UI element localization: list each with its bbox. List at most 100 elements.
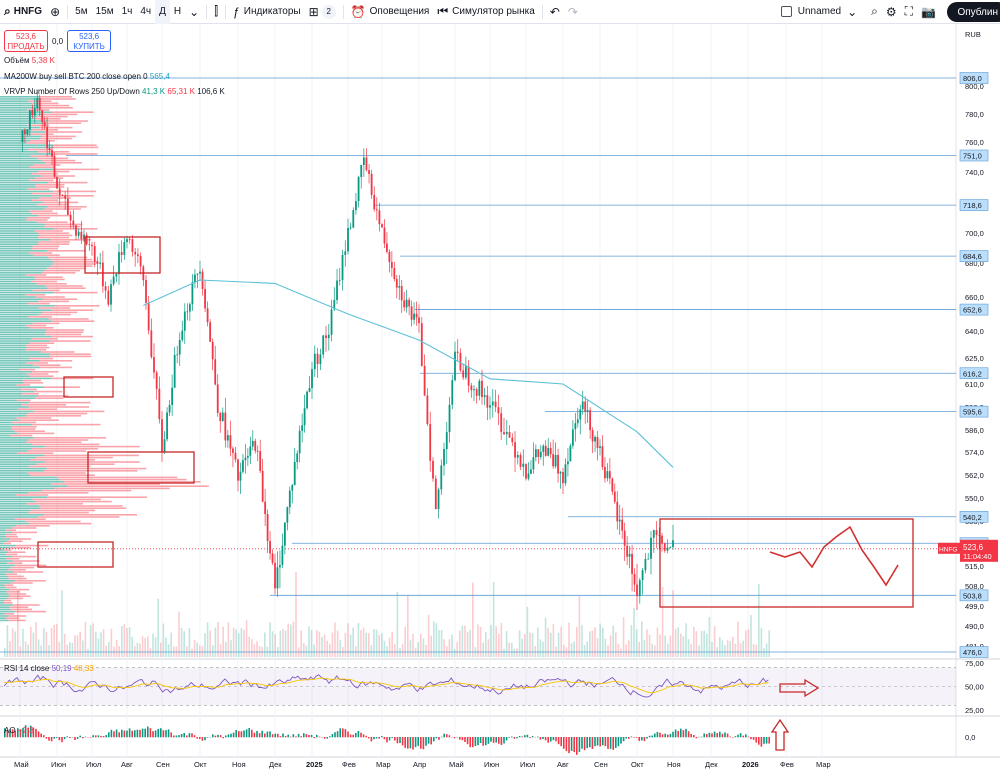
layout-name-button[interactable]: Unnamed ⌄: [777, 0, 861, 24]
timeframe-4h[interactable]: 4ч: [140, 6, 152, 17]
ma200-line[interactable]: [143, 279, 674, 468]
candle-body: [641, 570, 644, 581]
volume-bar: [147, 636, 149, 657]
layout-checkbox[interactable]: [780, 6, 792, 17]
annotation-box[interactable]: [84, 236, 161, 274]
volume-bar: [399, 648, 401, 657]
vp-row-up: [0, 219, 27, 221]
vp-row-up: [0, 148, 29, 151]
replay-button[interactable]: ⏮ Симулятор рынка: [433, 0, 538, 24]
rsi-line[interactable]: [3, 674, 769, 698]
ao-bar: [739, 733, 742, 738]
layouts-button[interactable]: ⊞ 2: [305, 0, 340, 24]
ao-legend[interactable]: AO −2,3: [4, 726, 34, 735]
symbol-search-button[interactable]: ⌕ HNFG: [0, 0, 46, 24]
publish-button[interactable]: Опублин: [947, 2, 1000, 22]
ao-arrow-annotation[interactable]: [770, 718, 790, 751]
ao-bar: [30, 725, 32, 738]
vp-row-down: [13, 571, 44, 573]
timeframe-5m[interactable]: 5м: [75, 6, 88, 17]
ma-legend[interactable]: MA200W buy sell BTC 200 close open 0 565…: [4, 72, 170, 81]
vp-row-down: [28, 316, 52, 318]
vp-row-up: [0, 478, 60, 481]
annotation-box[interactable]: [659, 518, 914, 608]
volume-bar: [635, 629, 638, 657]
quick-search-button[interactable]: ⌕: [867, 0, 882, 24]
vp-row-up: [0, 206, 48, 208]
vp-row-down: [32, 498, 102, 501]
volume-legend-label: Объём: [4, 56, 30, 65]
timeframe-week[interactable]: Н: [173, 6, 182, 17]
forecast-zigzag[interactable]: [769, 525, 899, 587]
timeframe-day[interactable]: Д: [155, 0, 170, 24]
timeframe-dropdown[interactable]: ⌄: [185, 0, 203, 24]
vp-row-up: [0, 104, 39, 107]
annotation-box[interactable]: [87, 451, 195, 484]
rsi-arrow-annotation[interactable]: [779, 678, 820, 698]
redo-button[interactable]: ↷: [564, 0, 582, 24]
vrvp-legend[interactable]: VRVP Number Of Rows 250 Up/Down 41,3 K 6…: [4, 87, 225, 96]
candle-body: [28, 110, 31, 130]
ao-bar: [440, 736, 443, 738]
vp-row-down: [41, 159, 76, 162]
rsi-legend[interactable]: RSI 14 close 50,19 48,33: [4, 664, 94, 673]
ao-bar: [240, 731, 243, 738]
candle-body: [58, 188, 61, 196]
vp-row-down: [16, 399, 31, 402]
candle-body: [136, 254, 139, 256]
volume-bar: [17, 590, 19, 657]
vp-row-down: [43, 470, 138, 472]
vrvp-down-value: 65,31 K: [167, 87, 195, 96]
annotation-box[interactable]: [37, 541, 114, 568]
screenshot-button[interactable]: 📷: [917, 0, 940, 24]
volume-bar: [453, 648, 456, 657]
volume-bar: [131, 636, 133, 657]
timeframe-1h[interactable]: 1ч: [121, 6, 133, 17]
ao-bar: [768, 737, 770, 744]
settings-button[interactable]: ⚙: [882, 0, 901, 24]
annotation-box[interactable]: [63, 376, 114, 398]
vp-row-down: [8, 619, 26, 622]
vp-row-up: [0, 239, 51, 241]
volume-bar: [677, 627, 679, 657]
candle-body: [186, 311, 189, 313]
vp-row-down: [30, 155, 56, 157]
vp-row-up: [0, 300, 39, 303]
candle-body: [633, 573, 636, 585]
vp-row-down: [33, 410, 105, 413]
volume-bar: [347, 623, 349, 657]
trade-panel: 523,6 ПРОДАТЬ 0,0 523,6 КУПИТЬ: [4, 30, 112, 52]
vp-row-up: [0, 278, 36, 281]
rsi-ma-line[interactable]: [3, 677, 769, 694]
candle-body: [616, 501, 619, 522]
volume-bar: [253, 644, 256, 657]
timeframe-15m[interactable]: 15м: [95, 6, 114, 17]
undo-button[interactable]: ↶: [546, 0, 564, 24]
vp-row-down: [45, 223, 83, 226]
alerts-button[interactable]: ⏰ Оповещения: [347, 0, 434, 24]
candle-body: [611, 478, 614, 492]
volume-bar: [407, 595, 409, 657]
vp-row-down: [28, 148, 52, 151]
fullscreen-button[interactable]: ⛶: [901, 0, 917, 24]
candle-body: [38, 97, 41, 111]
volume-bar: [217, 621, 219, 657]
candle-body: [511, 437, 514, 443]
vp-row-down: [42, 311, 78, 314]
indicators-button[interactable]: ƒ Индикаторы: [229, 0, 305, 24]
compare-button[interactable]: ⊕: [46, 0, 64, 24]
chart-canvas[interactable]: RUB800,0780,0760,0740,0720,0700,0680,066…: [0, 24, 1000, 771]
toolbar-divider: [225, 4, 227, 19]
ao-bar: [290, 736, 292, 738]
vp-row-up: [0, 153, 54, 155]
ao-bar: [669, 733, 672, 738]
volume-bar: [557, 632, 560, 657]
vp-row-down: [25, 415, 82, 417]
sell-button[interactable]: 523,6 ПРОДАТЬ: [4, 30, 48, 52]
volume-bar: [615, 632, 617, 657]
volume-legend[interactable]: Объём 5,38 K: [4, 56, 55, 65]
buy-button[interactable]: 523,6 КУПИТЬ: [67, 30, 112, 52]
ao-bar: [45, 737, 48, 739]
vp-row-up: [0, 254, 33, 256]
chart-type-button[interactable]: ⫿: [210, 0, 222, 24]
